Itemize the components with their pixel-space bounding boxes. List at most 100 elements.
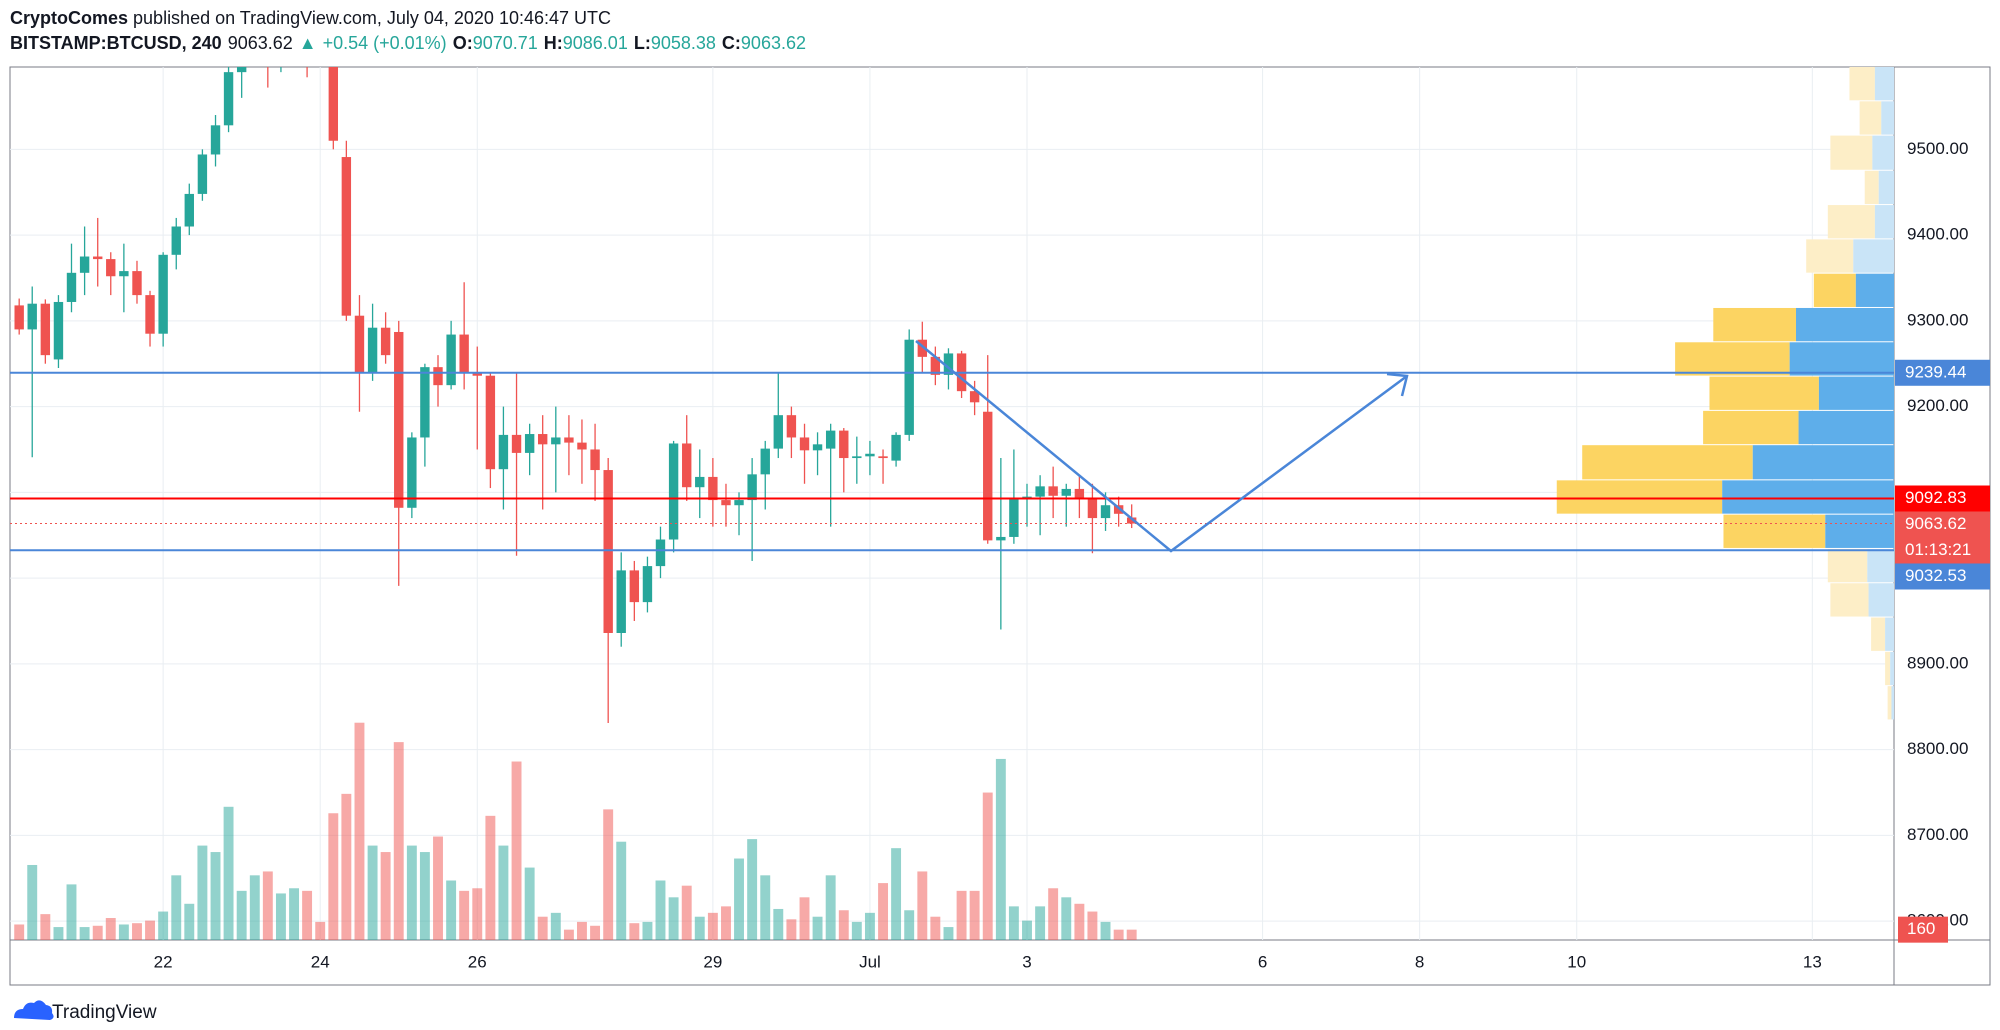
header-line-2: BITSTAMP:BTCUSD, 240 9063.62 ▲ +0.54 (+0.01… xyxy=(10,33,806,53)
volume-bar xyxy=(53,927,64,940)
change: +0.54 (+0.01%) xyxy=(323,33,447,53)
candle-body xyxy=(642,566,653,603)
candle-body xyxy=(394,331,404,508)
candle-body xyxy=(799,437,810,451)
candle-body xyxy=(106,259,116,277)
x-tick-label: 22 xyxy=(154,952,173,971)
candle-body xyxy=(472,372,482,376)
header-line-1: CryptoComes published on TradingView.com,… xyxy=(10,8,611,28)
price-tag-label: 9063.62 xyxy=(1905,514,1966,533)
volume-bar xyxy=(616,841,627,940)
volume-bar xyxy=(171,875,182,940)
profile-sell xyxy=(1723,514,1826,548)
candle-body xyxy=(551,437,561,445)
volume-bar xyxy=(236,890,247,940)
volume-bar xyxy=(891,848,902,940)
candle-body xyxy=(511,434,522,453)
profile-sell xyxy=(1864,170,1879,205)
candle-body xyxy=(1061,488,1071,496)
volume-bar xyxy=(132,923,142,940)
volume-bar xyxy=(40,914,51,940)
h-value: 9086.01 xyxy=(563,33,628,53)
candle-body xyxy=(865,453,875,457)
volume-bar xyxy=(629,923,640,940)
candle-body xyxy=(734,500,744,506)
x-tick-label: 24 xyxy=(311,952,330,971)
c-value: 9063.62 xyxy=(741,33,806,53)
volume-bar xyxy=(380,852,391,940)
candle-body xyxy=(433,367,443,386)
candle-body xyxy=(708,476,718,501)
h-label: H: xyxy=(544,33,563,53)
profile-buy xyxy=(1796,307,1894,342)
profile-sell xyxy=(1830,583,1869,617)
candle-body xyxy=(158,254,168,334)
volume-bar xyxy=(1113,929,1124,940)
profile-sell xyxy=(1703,410,1799,445)
profile-buy xyxy=(1885,617,1894,651)
volume-bar xyxy=(707,912,718,940)
candle-body xyxy=(40,303,51,356)
volume-bar xyxy=(367,845,378,940)
profile-buy xyxy=(1878,170,1894,205)
candle-body xyxy=(825,430,836,449)
profile-buy xyxy=(1867,548,1894,583)
candle-body xyxy=(695,476,705,488)
x-tick-label: 13 xyxy=(1803,952,1822,971)
profile-buy xyxy=(1798,410,1894,445)
candle-body xyxy=(969,391,980,403)
volume-bar xyxy=(118,924,129,940)
volume-bar xyxy=(433,836,443,940)
candle-body xyxy=(328,67,339,141)
volume-bar xyxy=(799,897,810,940)
y-tick-label: 8900.00 xyxy=(1907,653,1968,672)
volume-bar xyxy=(354,722,365,940)
projection-path xyxy=(915,340,1408,553)
candle-body xyxy=(1009,499,1019,537)
candle-body xyxy=(459,334,469,373)
o-label: O: xyxy=(453,33,473,53)
candle-body xyxy=(210,125,221,155)
profile-buy xyxy=(1868,583,1894,617)
volume-bar xyxy=(341,793,352,940)
candle-body xyxy=(524,434,535,453)
candle-body xyxy=(812,444,823,451)
volume-bar xyxy=(603,809,614,940)
profile-sell xyxy=(1885,651,1891,686)
profile-buy xyxy=(1855,273,1894,307)
o-value: 9070.71 xyxy=(473,33,538,53)
profile-sell xyxy=(1675,342,1790,376)
candle-body xyxy=(616,570,626,633)
volume-bar xyxy=(943,927,954,940)
profile-buy xyxy=(1825,514,1894,548)
volume-bar xyxy=(655,880,666,940)
volume-bar xyxy=(393,742,404,940)
profile-sell xyxy=(1827,548,1868,583)
drawing xyxy=(915,340,1409,553)
profile-buy xyxy=(1853,239,1894,273)
volume-bar xyxy=(158,911,169,940)
profile-buy xyxy=(1722,480,1894,514)
candle-body xyxy=(145,295,155,334)
arrow: ▲ xyxy=(299,33,317,53)
volume-bar xyxy=(577,921,587,940)
candle-body xyxy=(891,434,901,461)
volume-bar xyxy=(864,912,875,940)
candle-body xyxy=(917,339,928,357)
volume-bar xyxy=(969,890,980,940)
price-tag-label: 9092.83 xyxy=(1905,488,1966,507)
x-tick-label: 8 xyxy=(1415,952,1424,971)
volume-bar xyxy=(1035,906,1046,940)
x-tick-label: 3 xyxy=(1022,952,1031,971)
volume-bar xyxy=(563,929,574,940)
volume-bar xyxy=(511,761,522,940)
price-tag xyxy=(1895,359,1990,386)
volume-bar xyxy=(642,921,653,940)
candle-body xyxy=(629,570,640,603)
volume-bar xyxy=(773,908,784,940)
volume-bar xyxy=(825,875,836,940)
candle-body xyxy=(420,367,430,438)
price-tag xyxy=(1895,485,1990,512)
volume-bar xyxy=(223,806,234,940)
